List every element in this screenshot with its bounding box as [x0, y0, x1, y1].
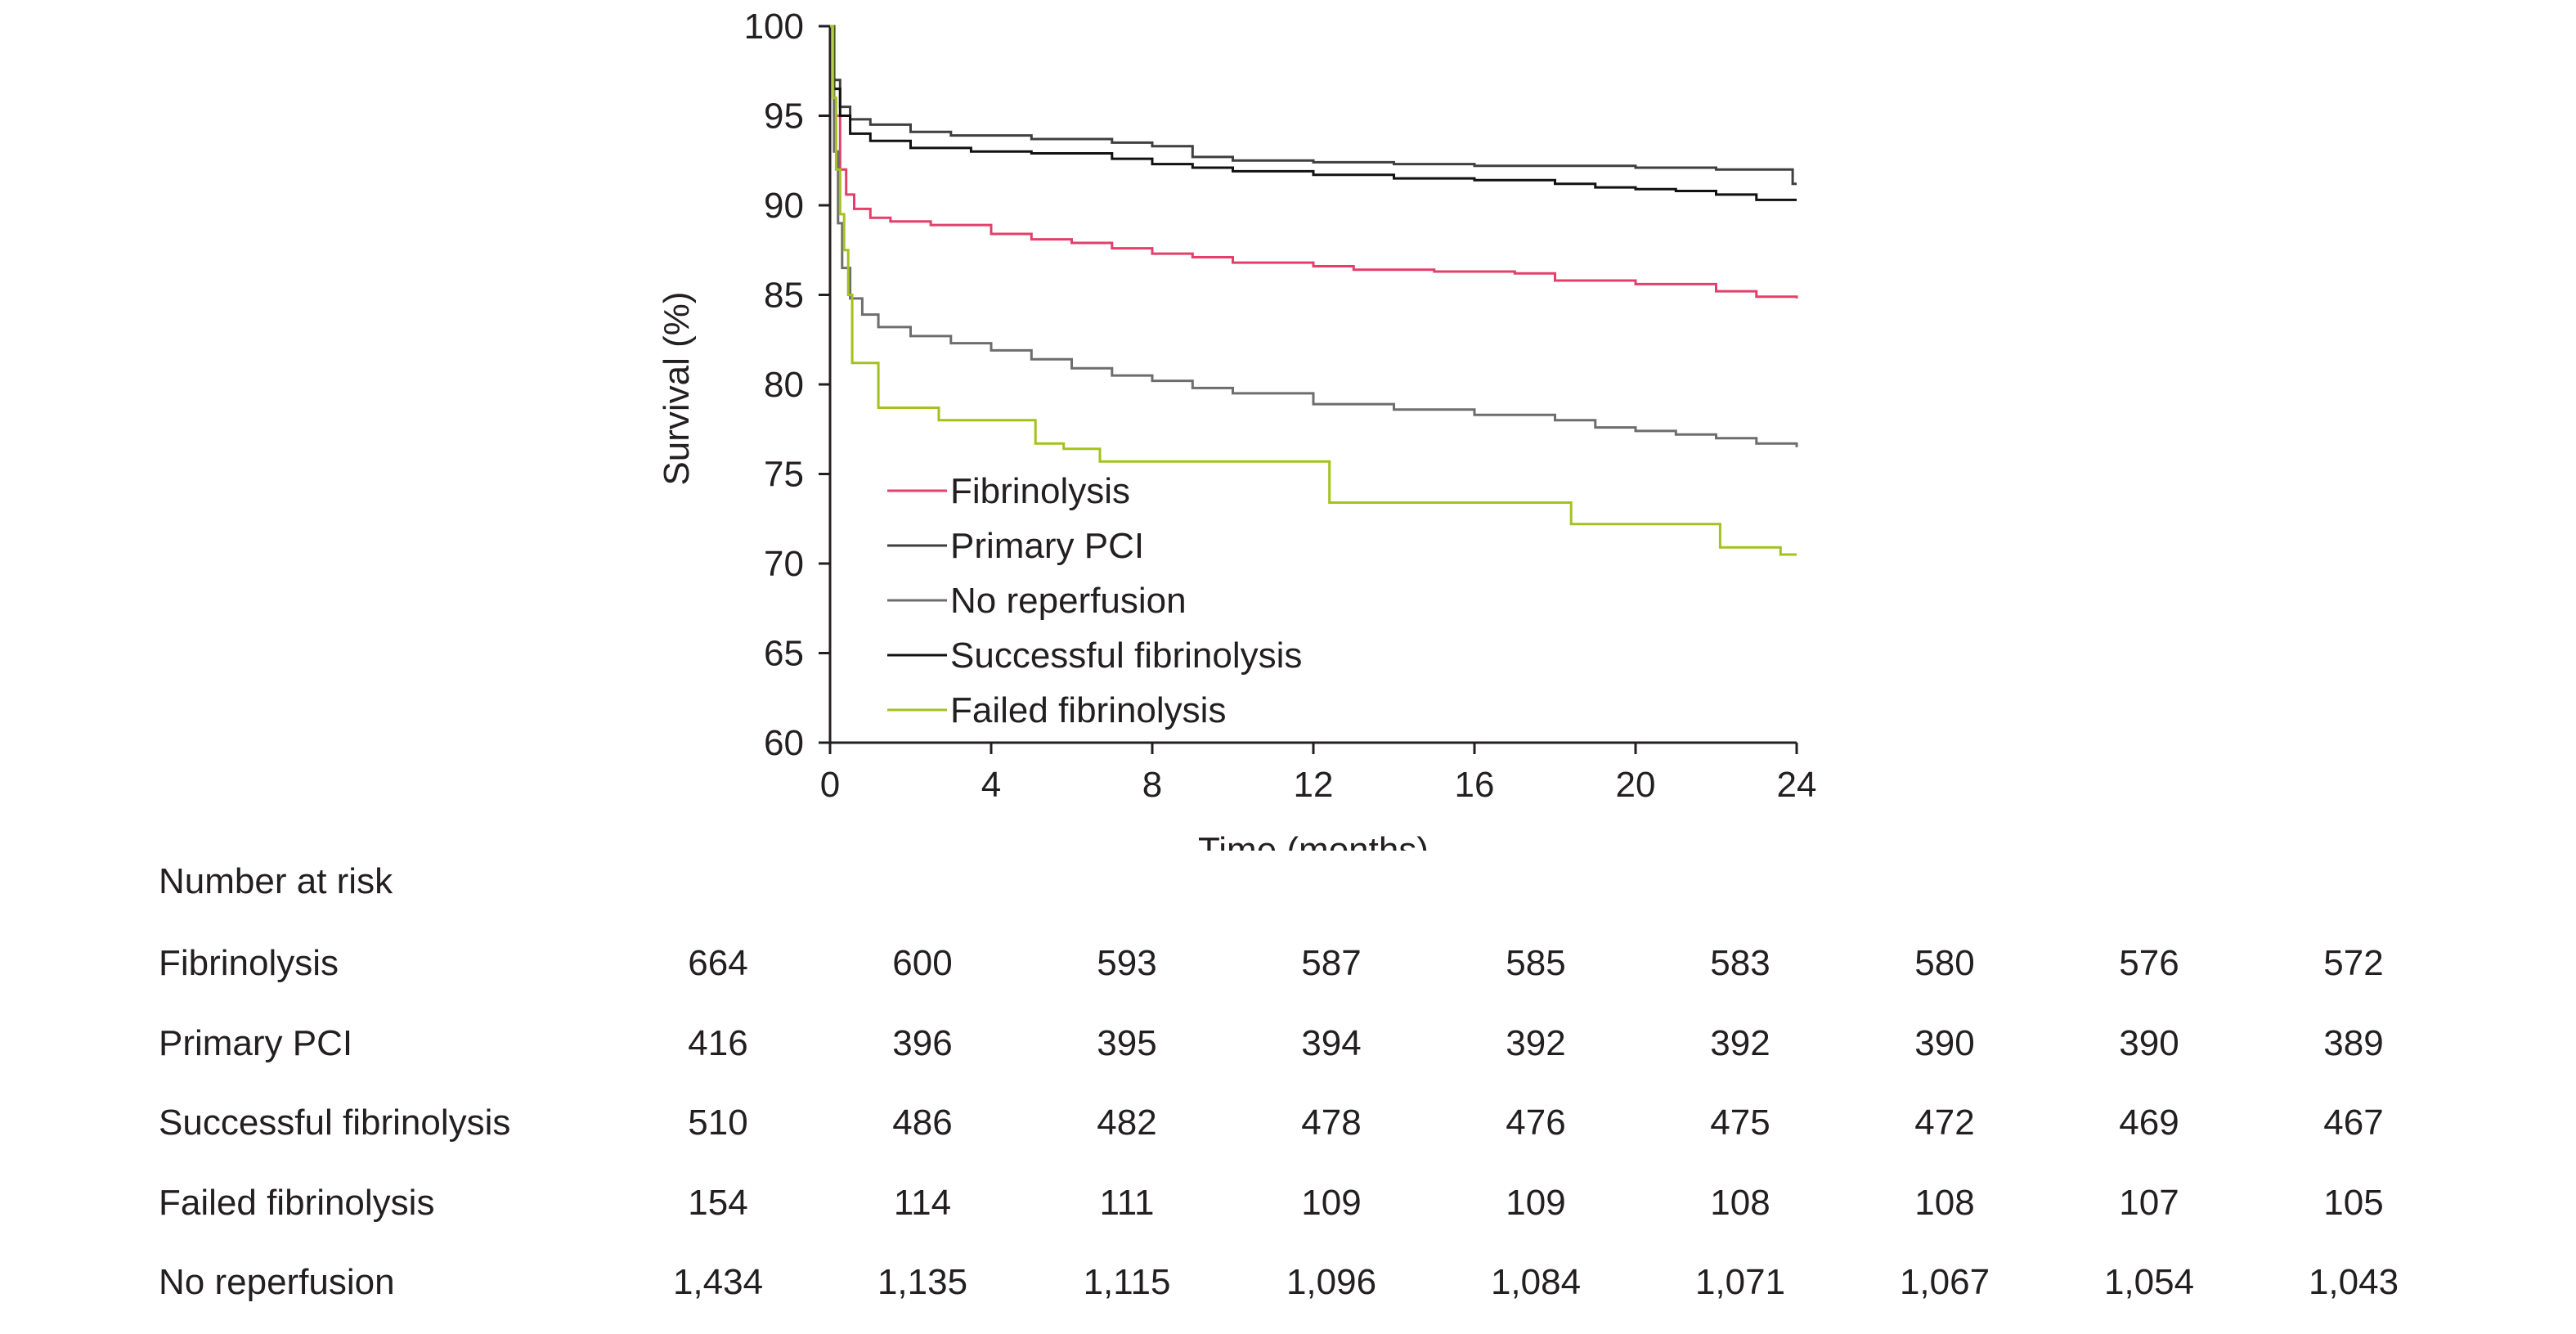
risk-table-row: Fibrinolysis 664 600 593 587 585 583 580 576 572 — [0, 939, 2576, 988]
y-tick-label: 60 — [764, 723, 804, 763]
y-tick-label: 85 — [764, 276, 804, 316]
risk-cell: 469 — [2119, 1103, 2179, 1143]
risk-cell: 416 — [688, 1022, 748, 1063]
risk-cell: 1,043 — [2308, 1262, 2399, 1302]
legend-label-failed-fibrinolysis: Failed fibrinolysis — [950, 690, 1226, 730]
risk-cell: 394 — [1301, 1022, 1362, 1063]
risk-cell: 576 — [2119, 943, 2179, 983]
risk-cell: 108 — [1914, 1182, 1975, 1223]
risk-cell: 390 — [1914, 1022, 1975, 1063]
series-line-no-reperfusion — [830, 25, 1798, 447]
risk-cell: 476 — [1506, 1103, 1566, 1143]
y-tick-label: 100 — [744, 7, 804, 47]
risk-cell: 580 — [1914, 943, 1975, 983]
risk-cell: 585 — [1506, 943, 1566, 983]
risk-cell: 467 — [2323, 1103, 2384, 1143]
y-tick-label: 95 — [764, 97, 804, 137]
chart-series — [830, 25, 1798, 556]
risk-cell: 392 — [1506, 1022, 1566, 1063]
risk-cell: 475 — [1710, 1103, 1770, 1143]
series-line-primary-pci — [830, 25, 1797, 186]
chart-axes: 60 65 70 75 80 85 90 95 100 0 4 8 12 16 20 24 — [744, 7, 1817, 805]
risk-cell: 108 — [1710, 1182, 1770, 1223]
risk-cell: 572 — [2323, 943, 2384, 983]
risk-cell: 109 — [1506, 1182, 1566, 1223]
risk-cell: 111 — [1099, 1182, 1155, 1223]
risk-cell: 105 — [2323, 1182, 2384, 1223]
risk-cell: 1,084 — [1490, 1262, 1582, 1302]
x-tick-label: 0 — [820, 765, 840, 805]
risk-cell: 107 — [2119, 1182, 2179, 1223]
risk-cell: 510 — [688, 1103, 748, 1143]
risk-cell: 114 — [893, 1182, 952, 1223]
risk-table-row: Failed fibrinolysis 154 114 111 109 109 108 108… — [0, 1179, 2576, 1228]
risk-cell: 583 — [1710, 943, 1770, 983]
risk-table-row: Primary PCI 416 396 395 394 392 392 390 390 389 — [0, 1019, 2576, 1068]
y-tick-label: 65 — [764, 634, 804, 674]
x-axis-label: Time (months) — [1198, 830, 1429, 851]
x-tick-label: 24 — [1777, 765, 1817, 805]
risk-row-label: Primary PCI — [159, 1022, 353, 1063]
legend-label-fibrinolysis: Fibrinolysis — [950, 471, 1130, 511]
risk-cell: 1,135 — [877, 1262, 968, 1302]
risk-row-label: Fibrinolysis — [159, 943, 339, 983]
y-tick-label: 75 — [764, 455, 804, 495]
risk-row-label: Successful fibrinolysis — [159, 1103, 511, 1143]
risk-cell: 395 — [1097, 1022, 1157, 1063]
x-tick-label: 20 — [1616, 765, 1656, 805]
risk-cell: 396 — [892, 1022, 953, 1063]
risk-cell: 389 — [2323, 1022, 2384, 1063]
risk-table-title: Number at risk — [159, 861, 393, 901]
risk-cell: 472 — [1914, 1103, 1975, 1143]
risk-row-label: No reperfusion — [159, 1262, 395, 1302]
risk-cell: 1,067 — [1899, 1262, 1990, 1302]
risk-cell: 390 — [2119, 1022, 2179, 1063]
x-tick-label: 4 — [981, 765, 1001, 805]
risk-table-row: No reperfusion 1,434 1,135 1,115 1,096 1,084 1… — [0, 1258, 2576, 1307]
risk-cell: 392 — [1710, 1022, 1770, 1063]
risk-cell: 1,434 — [672, 1262, 764, 1302]
risk-cell: 600 — [892, 943, 953, 983]
y-tick-label: 90 — [764, 186, 804, 226]
survival-chart: 60 65 70 75 80 85 90 95 100 0 4 8 12 16 20 24 Fibrinoly… — [657, 7, 1817, 851]
y-tick-label: 80 — [764, 365, 804, 405]
series-line-successful-fibrinolysis — [830, 25, 1797, 201]
x-tick-label: 8 — [1142, 765, 1162, 805]
risk-cell: 1,054 — [2103, 1262, 2195, 1302]
risk-row-label: Failed fibrinolysis — [159, 1182, 435, 1223]
risk-cell: 664 — [688, 943, 748, 983]
series-line-fibrinolysis — [830, 25, 1798, 299]
x-tick-label: 12 — [1294, 765, 1334, 805]
x-tick-label: 16 — [1455, 765, 1495, 805]
risk-cell: 482 — [1097, 1103, 1157, 1143]
risk-cell: 593 — [1097, 943, 1157, 983]
risk-table-row: Successful fibrinolysis 510 486 482 478 476 47… — [0, 1098, 2576, 1148]
risk-cell: 154 — [688, 1182, 748, 1223]
risk-cell: 1,071 — [1694, 1262, 1786, 1302]
legend-label-successful-fibrinolysis: Successful fibrinolysis — [950, 636, 1302, 676]
chart-legend: Fibrinolysis Primary PCI No reperfusion Suc… — [887, 471, 1302, 730]
y-tick-label: 70 — [764, 544, 804, 584]
legend-label-primary-pci: Primary PCI — [950, 526, 1144, 566]
risk-cell: 587 — [1301, 943, 1362, 983]
risk-cell: 1,115 — [1083, 1262, 1171, 1302]
risk-cell: 109 — [1301, 1182, 1362, 1223]
risk-cell: 486 — [892, 1103, 953, 1143]
series-line-failed-fibrinolysis — [830, 25, 1797, 556]
y-axis-label: Survival (%) — [657, 291, 697, 485]
risk-cell: 1,096 — [1286, 1262, 1377, 1302]
risk-cell: 478 — [1301, 1103, 1362, 1143]
legend-label-no-reperfusion: No reperfusion — [950, 581, 1187, 621]
